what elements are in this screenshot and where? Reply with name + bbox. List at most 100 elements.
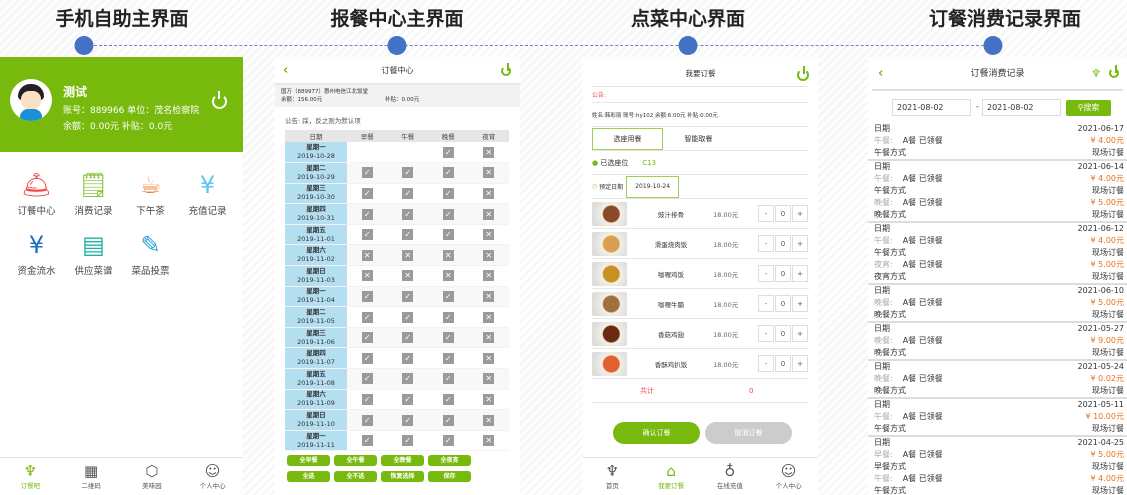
checkbox-checked[interactable]: ✓	[402, 435, 414, 447]
checkbox-checked[interactable]: ✓	[442, 311, 454, 323]
checkbox-unchecked[interactable]: ✕	[483, 373, 495, 385]
checkbox-unchecked[interactable]: ✕	[483, 435, 495, 447]
increase-button[interactable]: +	[792, 295, 808, 312]
power-icon[interactable]	[501, 63, 511, 76]
checkbox-unchecked[interactable]: ✕	[361, 249, 373, 261]
back-icon[interactable]: ‹	[283, 63, 289, 78]
decrease-button[interactable]: -	[758, 355, 774, 372]
checkbox-checked[interactable]: ✓	[402, 414, 414, 426]
checkbox-checked[interactable]: ✓	[442, 187, 454, 199]
increase-button[interactable]: +	[792, 235, 808, 252]
checkbox-checked[interactable]: ✓	[361, 208, 373, 220]
checkbox-checked[interactable]: ✓	[402, 393, 414, 405]
checkbox-unchecked[interactable]: ✕	[361, 270, 373, 282]
grid-item[interactable]: ☕ 下午茶	[122, 167, 179, 217]
checkbox-unchecked[interactable]: ✕	[483, 290, 495, 302]
search-button[interactable]: ⚲搜索	[1066, 100, 1111, 116]
checkbox-checked[interactable]: ✓	[361, 332, 373, 344]
checkbox-checked[interactable]: ✓	[402, 208, 414, 220]
checkbox-checked[interactable]: ✓	[402, 290, 414, 302]
quantity-value[interactable]: 0	[775, 235, 791, 252]
checkbox-checked[interactable]: ✓	[442, 229, 454, 241]
checkbox-unchecked[interactable]: ✕	[483, 270, 495, 282]
increase-button[interactable]: +	[792, 325, 808, 342]
checkbox-checked[interactable]: ✓	[442, 435, 454, 447]
checkbox-checked[interactable]: ✓	[402, 311, 414, 323]
checkbox-unchecked[interactable]: ✕	[483, 249, 495, 261]
decrease-button[interactable]: -	[758, 235, 774, 252]
checkbox-unchecked[interactable]: ✕	[483, 311, 495, 323]
checkbox-checked[interactable]: ✓	[442, 167, 454, 179]
checkbox-checked[interactable]: ✓	[442, 373, 454, 385]
checkbox-unchecked[interactable]: ✕	[483, 229, 495, 241]
checkbox-checked[interactable]: ✓	[442, 146, 454, 158]
decrease-button[interactable]: -	[758, 205, 774, 222]
checkbox-unchecked[interactable]: ✕	[402, 270, 414, 282]
checkbox-checked[interactable]: ✓	[402, 187, 414, 199]
action-button[interactable]: 全晚餐	[381, 455, 424, 467]
checkbox-checked[interactable]: ✓	[442, 290, 454, 302]
checkbox-checked[interactable]: ✓	[442, 208, 454, 220]
action-button[interactable]: 全不选	[334, 471, 377, 483]
checkbox-checked[interactable]: ✓	[361, 229, 373, 241]
checkbox-unchecked[interactable]: ✕	[402, 249, 414, 261]
date-input[interactable]: 2019-10-24	[626, 175, 680, 198]
checkbox-unchecked[interactable]: ✕	[483, 208, 495, 220]
power-icon[interactable]	[212, 91, 227, 109]
quantity-value[interactable]: 0	[775, 325, 791, 342]
checkbox-checked[interactable]: ✓	[361, 352, 373, 364]
nav-item[interactable]: ☺ 个人中心	[759, 458, 818, 495]
quantity-value[interactable]: 0	[775, 355, 791, 372]
power-icon[interactable]	[1109, 65, 1119, 78]
checkbox-checked[interactable]: ✓	[402, 352, 414, 364]
checkbox-checked[interactable]: ✓	[442, 352, 454, 364]
power-icon[interactable]	[797, 66, 809, 81]
checkbox-unchecked[interactable]: ✕	[483, 146, 495, 158]
nav-item[interactable]: ⌂ 我要订餐	[642, 458, 701, 495]
lamp-icon[interactable]: ♆	[1091, 67, 1101, 80]
grid-item[interactable]: 🗒 消费记录	[65, 167, 122, 217]
checkbox-unchecked[interactable]: ✕	[483, 167, 495, 179]
checkbox-checked[interactable]: ✓	[442, 414, 454, 426]
action-button[interactable]: 全选	[287, 471, 330, 483]
quantity-value[interactable]: 0	[775, 205, 791, 222]
checkbox-unchecked[interactable]: ✕	[483, 352, 495, 364]
tab-smart-pickup[interactable]: 智能取餐	[684, 134, 713, 143]
action-button[interactable]: 保存	[428, 471, 471, 483]
quantity-value[interactable]: 0	[775, 265, 791, 282]
decrease-button[interactable]: -	[758, 265, 774, 282]
increase-button[interactable]: +	[792, 265, 808, 282]
grid-item[interactable]: ✎ 菜品投票	[122, 227, 179, 277]
end-date-input[interactable]: 2021-08-02	[982, 99, 1061, 116]
nav-item[interactable]: ⬡ 美味园	[122, 458, 183, 495]
cancel-order-button[interactable]: 取消订餐	[705, 422, 792, 444]
checkbox-unchecked[interactable]: ✕	[442, 270, 454, 282]
checkbox-checked[interactable]: ✓	[361, 290, 373, 302]
checkbox-checked[interactable]: ✓	[402, 373, 414, 385]
checkbox-checked[interactable]: ✓	[442, 332, 454, 344]
checkbox-unchecked[interactable]: ✕	[483, 187, 495, 199]
start-date-input[interactable]: 2021-08-02	[892, 99, 971, 116]
checkbox-unchecked[interactable]: ✕	[483, 332, 495, 344]
checkbox-checked[interactable]: ✓	[402, 167, 414, 179]
nav-item[interactable]: ♆ 订餐吧	[0, 458, 61, 495]
checkbox-checked[interactable]: ✓	[361, 435, 373, 447]
checkbox-checked[interactable]: ✓	[361, 311, 373, 323]
checkbox-unchecked[interactable]: ✕	[483, 414, 495, 426]
checkbox-checked[interactable]: ✓	[361, 167, 373, 179]
checkbox-checked[interactable]: ✓	[361, 373, 373, 385]
action-button[interactable]: 全夜宵	[428, 455, 471, 467]
confirm-order-button[interactable]: 确认订餐	[613, 422, 700, 444]
checkbox-checked[interactable]: ✓	[361, 414, 373, 426]
grid-item[interactable]: 🛎 订餐中心	[8, 167, 65, 217]
checkbox-checked[interactable]: ✓	[361, 393, 373, 405]
checkbox-unchecked[interactable]: ✕	[442, 249, 454, 261]
action-button[interactable]: 全早餐	[287, 455, 330, 467]
grid-item[interactable]: ¥ 充值记录	[179, 167, 236, 217]
back-icon[interactable]: ‹	[878, 66, 884, 81]
increase-button[interactable]: +	[792, 355, 808, 372]
checkbox-checked[interactable]: ✓	[402, 229, 414, 241]
checkbox-checked[interactable]: ✓	[402, 332, 414, 344]
grid-item[interactable]: ▤ 供应菜谱	[65, 227, 122, 277]
action-button[interactable]: 恢复选择	[381, 471, 424, 483]
